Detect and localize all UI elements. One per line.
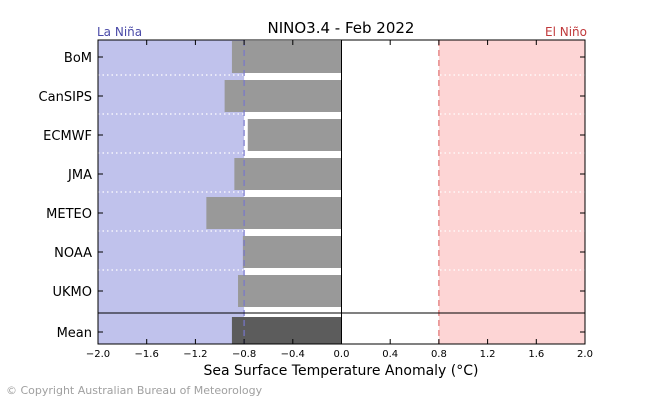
x-axis-label: Sea Surface Temperature Anomaly (°C) — [203, 363, 478, 379]
x-tick-label: −2.0 — [86, 349, 110, 360]
bar-jma — [234, 158, 342, 190]
bar-cansips — [224, 80, 342, 112]
x-tick-label: −1.6 — [135, 349, 159, 360]
y-tick-label: CanSIPS — [39, 90, 92, 105]
bar-bom — [231, 41, 342, 73]
bar-ecmwf — [247, 119, 342, 151]
bar-noaa — [242, 236, 342, 268]
mean-label: Mean — [57, 326, 92, 341]
chart-title: NINO3.4 - Feb 2022 — [268, 19, 415, 37]
x-tick-label: 0.0 — [334, 349, 350, 360]
x-tick-label: −1.2 — [183, 349, 207, 360]
el-nino-label: El Niño — [545, 25, 587, 39]
plot-area: BoM CanSIPS ECMWF JMA METEO NOAA UKMO Mean −2.0 −… — [39, 39, 593, 360]
copyright-notice: © Copyright Australian Bureau of Meteoro… — [6, 384, 263, 397]
x-tick-label: 1.6 — [528, 349, 544, 360]
la-nina-label: La Niña — [97, 25, 142, 39]
x-tick-label: 0.8 — [431, 349, 447, 360]
bar-meteo — [206, 197, 342, 229]
x-tick-label: 1.2 — [480, 349, 496, 360]
el-nino-region — [438, 40, 585, 344]
bar-ukmo — [238, 275, 342, 307]
y-tick-label: JMA — [67, 168, 92, 183]
y-tick-label: NOAA — [54, 246, 92, 261]
x-tick-label: −0.8 — [232, 349, 256, 360]
x-tick-label: 0.4 — [382, 349, 398, 360]
y-tick-label: ECMWF — [43, 129, 92, 144]
y-tick-label: METEO — [46, 207, 92, 222]
y-tick-label: BoM — [64, 51, 92, 66]
x-tick-label: 2.0 — [577, 349, 593, 360]
mean-bar — [231, 317, 342, 344]
y-tick-label: UKMO — [53, 285, 93, 300]
x-tick-label: −0.4 — [281, 349, 305, 360]
